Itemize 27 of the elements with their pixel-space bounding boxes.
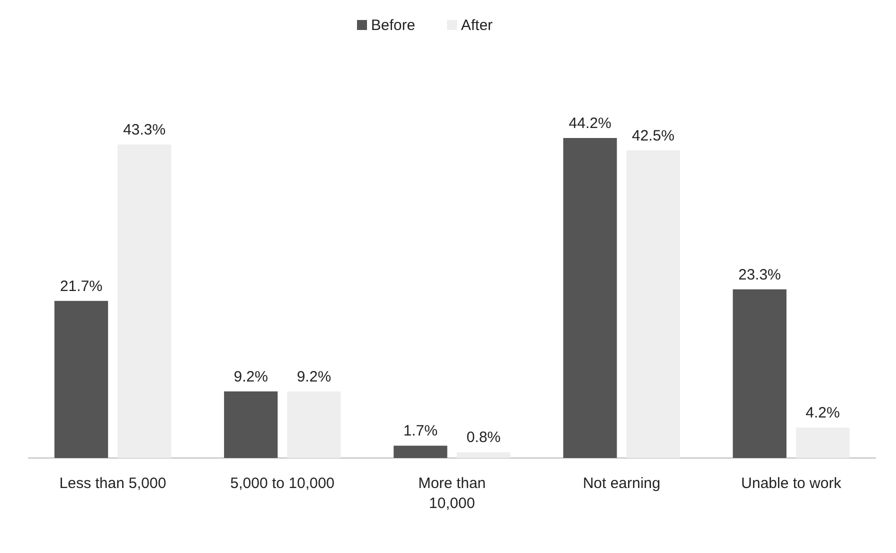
bar	[394, 446, 448, 458]
data-label: 1.7%	[403, 422, 438, 440]
data-label: 23.3%	[738, 266, 781, 284]
x-tick-label: Not earning	[582, 475, 660, 492]
bar	[563, 138, 617, 458]
bar	[224, 391, 278, 458]
data-label: 9.2%	[296, 368, 332, 386]
x-tick-label: Less than 5,000	[59, 475, 166, 492]
bar	[626, 150, 680, 458]
bar	[118, 144, 172, 458]
legend-label: Before	[371, 17, 416, 34]
legend-label: After	[461, 17, 493, 34]
data-label: 21.7%	[60, 278, 103, 295]
bar	[54, 300, 108, 458]
data-label: 0.8%	[466, 429, 501, 446]
x-tick-label: 5,000 to 10,000	[230, 475, 335, 492]
x-tick-label: Unable to work	[741, 475, 842, 492]
bar	[456, 452, 510, 458]
bar	[732, 289, 786, 458]
bar	[796, 428, 850, 458]
data-label: 43.3%	[123, 122, 166, 139]
data-label: 42.5%	[632, 127, 674, 144]
data-label: 44.2%	[568, 115, 612, 132]
x-tick-label: More than 10,000	[418, 475, 486, 512]
data-label: 4.2%	[806, 404, 840, 422]
data-label: 9.2%	[234, 368, 268, 386]
bar	[287, 391, 341, 458]
